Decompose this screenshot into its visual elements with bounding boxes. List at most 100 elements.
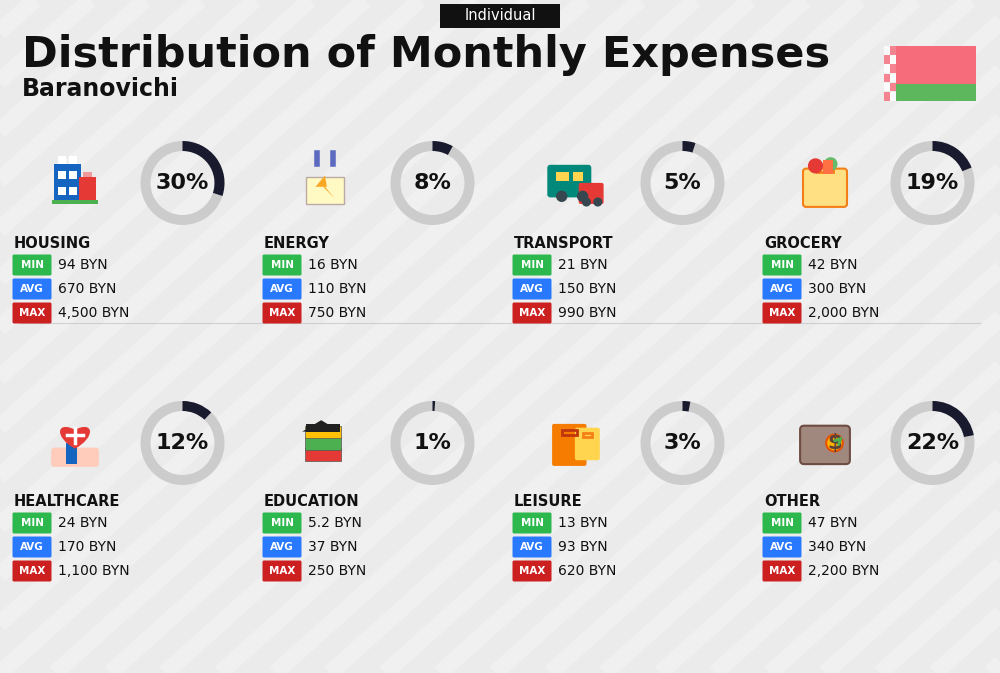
- Circle shape: [808, 158, 823, 174]
- FancyBboxPatch shape: [890, 46, 896, 55]
- FancyBboxPatch shape: [547, 165, 591, 197]
- FancyBboxPatch shape: [512, 536, 552, 557]
- Wedge shape: [432, 401, 435, 411]
- Text: 3%: 3%: [664, 433, 701, 453]
- Wedge shape: [640, 141, 724, 225]
- FancyBboxPatch shape: [512, 279, 552, 299]
- FancyBboxPatch shape: [763, 536, 802, 557]
- Text: EDUCATION: EDUCATION: [264, 493, 360, 509]
- FancyBboxPatch shape: [763, 254, 802, 275]
- FancyBboxPatch shape: [890, 83, 896, 92]
- FancyBboxPatch shape: [512, 513, 552, 534]
- FancyBboxPatch shape: [884, 65, 890, 73]
- Wedge shape: [140, 401, 224, 485]
- Wedge shape: [891, 401, 974, 485]
- Text: 2,000 BYN: 2,000 BYN: [808, 306, 879, 320]
- Text: MIN: MIN: [520, 260, 544, 270]
- Wedge shape: [390, 141, 475, 225]
- FancyBboxPatch shape: [884, 73, 890, 82]
- Text: 750 BYN: 750 BYN: [308, 306, 366, 320]
- Text: 1,100 BYN: 1,100 BYN: [58, 564, 130, 578]
- Text: 5.2 BYN: 5.2 BYN: [308, 516, 362, 530]
- Circle shape: [582, 197, 591, 207]
- Text: MAX: MAX: [19, 308, 45, 318]
- Text: Individual: Individual: [464, 9, 536, 24]
- Text: MAX: MAX: [269, 308, 295, 318]
- Text: HEALTHCARE: HEALTHCARE: [14, 493, 120, 509]
- Text: MIN: MIN: [20, 518, 44, 528]
- Text: LEISURE: LEISURE: [514, 493, 583, 509]
- Text: HOUSING: HOUSING: [14, 236, 91, 250]
- Circle shape: [824, 157, 838, 171]
- Text: 150 BYN: 150 BYN: [558, 282, 616, 296]
- Text: AVG: AVG: [270, 284, 294, 294]
- FancyBboxPatch shape: [262, 536, 302, 557]
- Wedge shape: [932, 401, 974, 437]
- FancyBboxPatch shape: [512, 561, 552, 581]
- Polygon shape: [302, 420, 340, 431]
- FancyBboxPatch shape: [58, 172, 66, 180]
- FancyBboxPatch shape: [890, 73, 896, 82]
- Circle shape: [826, 435, 843, 452]
- FancyBboxPatch shape: [803, 169, 847, 207]
- FancyBboxPatch shape: [890, 92, 896, 100]
- FancyBboxPatch shape: [12, 279, 52, 299]
- Text: MIN: MIN: [520, 518, 544, 528]
- Wedge shape: [682, 141, 695, 153]
- FancyBboxPatch shape: [800, 426, 850, 464]
- Circle shape: [556, 190, 567, 202]
- FancyBboxPatch shape: [763, 561, 802, 581]
- Circle shape: [593, 197, 602, 207]
- FancyBboxPatch shape: [440, 4, 560, 28]
- FancyBboxPatch shape: [305, 437, 341, 450]
- FancyBboxPatch shape: [262, 561, 302, 581]
- FancyBboxPatch shape: [262, 513, 302, 534]
- Text: TRANSPORT: TRANSPORT: [514, 236, 614, 250]
- FancyBboxPatch shape: [12, 513, 52, 534]
- FancyBboxPatch shape: [884, 83, 890, 92]
- FancyBboxPatch shape: [58, 156, 66, 164]
- FancyBboxPatch shape: [12, 254, 52, 275]
- Text: MIN: MIN: [770, 518, 794, 528]
- Text: AVG: AVG: [20, 284, 44, 294]
- Text: 42 BYN: 42 BYN: [808, 258, 858, 272]
- Text: 22%: 22%: [906, 433, 959, 453]
- Text: 300 BYN: 300 BYN: [808, 282, 866, 296]
- Text: AVG: AVG: [520, 542, 544, 552]
- FancyBboxPatch shape: [12, 561, 52, 581]
- Text: MIN: MIN: [270, 518, 294, 528]
- FancyBboxPatch shape: [556, 172, 569, 181]
- Text: ENERGY: ENERGY: [264, 236, 330, 250]
- Text: 1%: 1%: [414, 433, 451, 453]
- Text: 5%: 5%: [664, 173, 701, 193]
- Wedge shape: [390, 401, 475, 485]
- FancyBboxPatch shape: [305, 425, 341, 438]
- Wedge shape: [182, 401, 211, 420]
- FancyBboxPatch shape: [512, 302, 552, 324]
- Text: MAX: MAX: [519, 566, 545, 576]
- FancyBboxPatch shape: [262, 254, 302, 275]
- FancyBboxPatch shape: [54, 164, 81, 202]
- FancyBboxPatch shape: [306, 424, 340, 431]
- FancyBboxPatch shape: [763, 279, 802, 299]
- FancyBboxPatch shape: [58, 186, 66, 194]
- Text: 37 BYN: 37 BYN: [308, 540, 358, 554]
- Text: AVG: AVG: [520, 284, 544, 294]
- FancyBboxPatch shape: [896, 46, 976, 84]
- FancyBboxPatch shape: [763, 302, 802, 324]
- Text: 13 BYN: 13 BYN: [558, 516, 608, 530]
- Text: MAX: MAX: [19, 566, 45, 576]
- Text: 250 BYN: 250 BYN: [308, 564, 366, 578]
- Text: 110 BYN: 110 BYN: [308, 282, 366, 296]
- FancyBboxPatch shape: [575, 428, 600, 460]
- Wedge shape: [140, 141, 224, 225]
- Text: 94 BYN: 94 BYN: [58, 258, 108, 272]
- FancyBboxPatch shape: [823, 160, 833, 174]
- Circle shape: [577, 190, 588, 202]
- Text: GROCERY: GROCERY: [764, 236, 842, 250]
- Text: MIN: MIN: [270, 260, 294, 270]
- FancyBboxPatch shape: [896, 84, 976, 100]
- Text: MAX: MAX: [769, 308, 795, 318]
- FancyBboxPatch shape: [552, 424, 586, 466]
- Text: OTHER: OTHER: [764, 493, 820, 509]
